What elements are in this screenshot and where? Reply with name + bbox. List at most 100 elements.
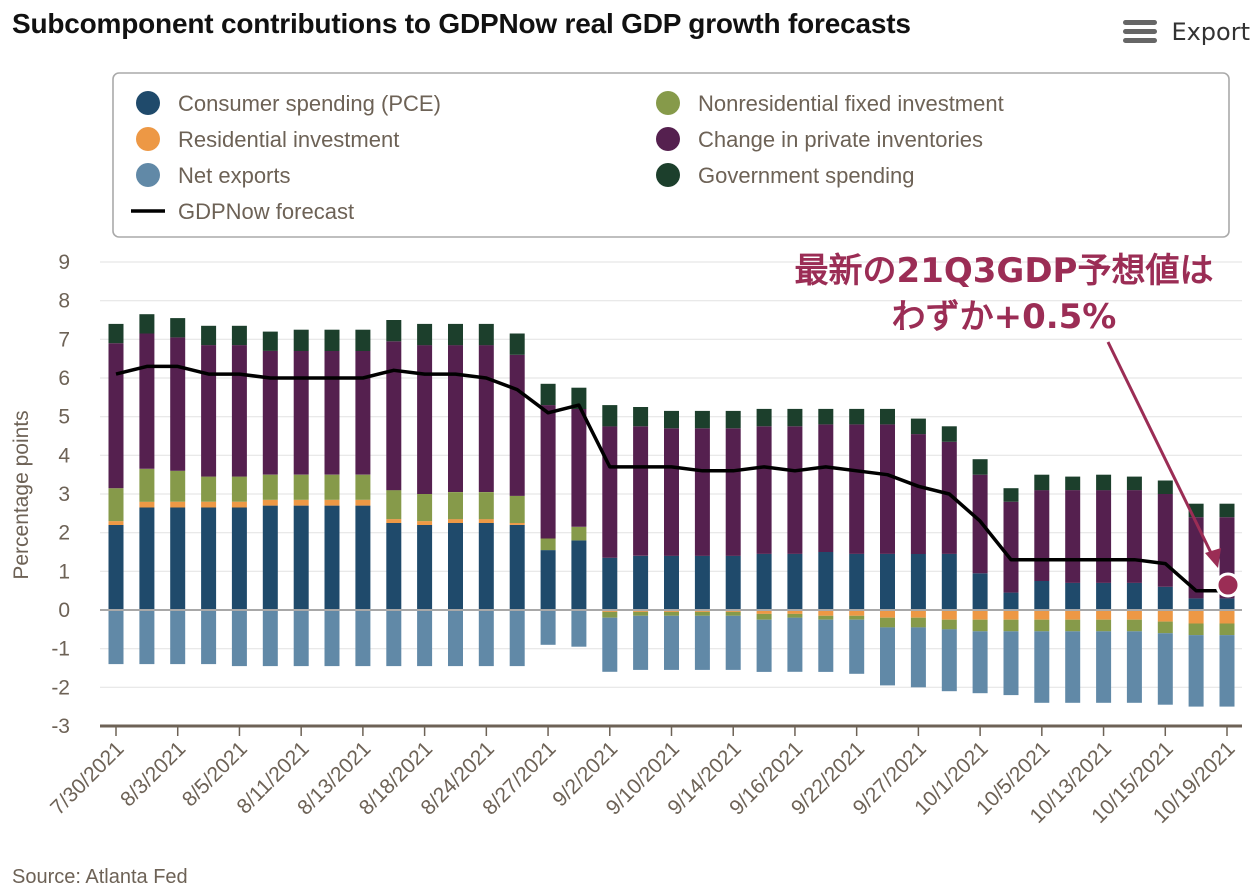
bar-segment-inv (293, 350, 309, 475)
bar-segment-inv (1034, 490, 1050, 581)
bar-segment-nonres (880, 617, 895, 628)
bar-segment-netexp (540, 610, 556, 645)
latest-forecast-marker (1215, 572, 1241, 598)
bar-segment-gov (849, 408, 865, 425)
annotation-arrow (1106, 341, 1215, 558)
legend-label: Change in private inventories (698, 127, 983, 152)
bar-segment-netexp (139, 610, 155, 665)
bar-segment-inv (262, 350, 278, 475)
bar-segment-gov (355, 329, 371, 351)
y-tick-label: -3 (51, 715, 70, 738)
bar-segment-netexp (633, 615, 649, 670)
bar-segment-netexp (1003, 631, 1019, 696)
bar-segment-gov (540, 383, 556, 406)
bar-segment-gov (417, 323, 433, 346)
bar-segment-pce (1003, 592, 1019, 610)
bar-segment-resinv (355, 499, 371, 506)
bar-segment-resinv (1188, 610, 1204, 624)
bar-segment-netexp (1219, 635, 1235, 707)
x-tick-label: 7/30/2021 (46, 737, 128, 819)
bar-segment-resinv (787, 610, 803, 614)
bar-segment-pce (355, 505, 371, 610)
bar-segment-resinv (201, 501, 217, 508)
bar-segment-netexp (509, 610, 525, 667)
bar-segment-gov (602, 405, 618, 427)
bar-segment-gov (1126, 476, 1142, 491)
bar-segment-netexp (448, 610, 463, 667)
bar-segment-pce (571, 540, 587, 610)
annotation-arrow-head (1205, 548, 1221, 568)
bar-segment-inv (1157, 494, 1173, 587)
legend-swatch-netexp (136, 163, 160, 187)
bar-segment-nonres (910, 617, 926, 628)
bar-segment-inv (941, 441, 957, 554)
y-tick-label: -2 (51, 676, 70, 699)
bar-segment-nonres (386, 490, 402, 520)
bar-segment-inv (417, 345, 433, 494)
bar-segment-nonres (262, 474, 278, 500)
chart-title: Subcomponent contributions to GDPNow rea… (12, 8, 911, 39)
y-axis-ticks: 9 8 7 6 5 4 3 2 1 0 -1 -2 -3 (51, 251, 70, 738)
legend-swatch-inv (656, 127, 680, 151)
bar-segment-resinv (509, 523, 525, 525)
bar-segment-nonres (1003, 619, 1019, 632)
bar-segment-pce (1126, 582, 1142, 610)
bar-segment-gov (818, 408, 834, 425)
bar-segment-resinv (417, 521, 433, 525)
bar-segment-pce (1034, 581, 1050, 610)
bar-segment-gov (880, 408, 895, 425)
bar-segment-nonres (448, 492, 463, 520)
bar-segment-netexp (1188, 635, 1204, 707)
legend-swatch-pce (136, 91, 160, 115)
bar-segment-pce (478, 523, 494, 610)
export-button[interactable]: Export (1123, 14, 1250, 50)
bar-segment-netexp (880, 627, 895, 686)
bar-segment-pce (262, 505, 278, 610)
bar-segment-pce (324, 505, 340, 610)
bar-segment-inv (355, 350, 371, 475)
bar-segment-nonres (725, 611, 741, 616)
bar-segment-pce (664, 555, 679, 610)
legend-swatch-nonres (656, 91, 680, 115)
bar-segment-gov (139, 314, 155, 334)
legend-swatch-gov (656, 163, 680, 187)
bar-segment-netexp (262, 610, 278, 667)
bar-segment-pce (1065, 582, 1081, 610)
bar-segment-inv (880, 424, 895, 554)
bar-segment-pce (849, 553, 865, 610)
bar-segment-resinv (1126, 610, 1142, 620)
bar-segment-netexp (571, 610, 587, 647)
bar-segment-gov (324, 329, 340, 351)
bar-segment-resinv (478, 519, 494, 523)
bar-segment-netexp (386, 610, 402, 667)
bar-segment-nonres (1096, 619, 1112, 632)
y-tick-label: 2 (58, 522, 70, 545)
bar-segment-inv (540, 405, 556, 539)
bar-segment-resinv (880, 610, 895, 618)
bar-segment-inv (787, 426, 803, 554)
bar-segment-pce (139, 507, 155, 610)
bar-segment-pce (231, 507, 247, 610)
bar-segment-gov (571, 387, 587, 409)
bar-segment-gov (694, 410, 710, 429)
y-tick-label: -1 (51, 638, 70, 661)
bar-segment-inv (1096, 490, 1112, 583)
bar-segment-resinv (818, 610, 834, 616)
legend-label: Consumer spending (PCE) (178, 91, 441, 116)
bar-segment-resinv (231, 501, 247, 508)
bar-segment-gov (941, 426, 957, 442)
bar-segment-pce (818, 552, 834, 610)
bar-segment-inv (1065, 490, 1081, 583)
bar-segment-nonres (972, 619, 988, 632)
bar-segment-inv (818, 424, 834, 552)
bar-segment-nonres (201, 476, 217, 502)
bar-segment-resinv (386, 519, 402, 523)
y-tick-label: 1 (58, 560, 70, 583)
bar-segment-nonres (509, 495, 525, 523)
x-axis-ticks: 7/30/20218/3/20218/5/20218/11/20218/13/2… (46, 726, 1240, 828)
bar-segment-netexp (293, 610, 309, 667)
bar-segment-gov (972, 459, 988, 475)
bar-segment-pce (1188, 598, 1204, 610)
bar-segment-inv (448, 345, 463, 492)
bar-segment-nonres (540, 538, 556, 551)
